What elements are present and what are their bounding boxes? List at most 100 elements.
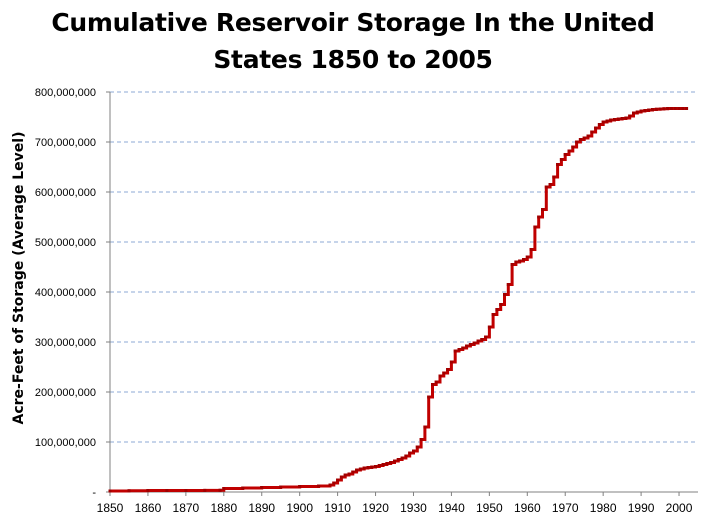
data-point <box>400 456 404 460</box>
data-point <box>605 119 609 123</box>
data-point <box>658 107 662 111</box>
data-point <box>127 489 131 493</box>
data-point <box>377 464 381 467</box>
data-point <box>620 117 624 120</box>
data-point <box>218 488 222 492</box>
x-tick-label: 1990 <box>628 501 655 515</box>
data-point <box>328 483 332 487</box>
data-point <box>427 395 431 399</box>
data-point <box>510 263 514 266</box>
chart-title-line-2: States 1850 to 2005 <box>213 45 493 74</box>
data-point <box>461 346 465 350</box>
x-tick-label: 1940 <box>438 501 465 515</box>
data-point <box>639 109 643 113</box>
data-point <box>597 123 601 126</box>
data-point <box>415 445 419 449</box>
data-point <box>374 465 377 468</box>
x-tick-label: 1880 <box>210 501 237 515</box>
x-tick-label: 1980 <box>590 501 617 515</box>
data-point <box>184 489 188 492</box>
x-tick-label: 1920 <box>362 501 389 515</box>
data-point <box>446 368 450 371</box>
data-point <box>381 463 385 466</box>
data-point <box>586 134 590 138</box>
data-point <box>370 465 374 469</box>
y-tick-label: 400,000,000 <box>35 287 96 299</box>
data-point <box>449 360 453 364</box>
data-point <box>662 107 666 111</box>
chart-title-line-1: Cumulative Reservoir Storage In the Unit… <box>51 8 655 37</box>
y-tick-label: 800,000,000 <box>35 87 96 99</box>
data-point <box>165 489 169 492</box>
data-point <box>389 461 393 464</box>
data-point <box>541 208 544 211</box>
data-point <box>438 374 442 378</box>
data-point <box>669 107 673 110</box>
x-tick-label: 1850 <box>97 501 124 515</box>
data-point <box>632 111 635 115</box>
data-point <box>628 114 632 118</box>
data-point <box>514 260 518 264</box>
data-point <box>567 149 571 153</box>
y-tick-label: 200,000,000 <box>35 387 96 399</box>
data-point <box>339 475 343 479</box>
data-point <box>408 451 412 455</box>
x-tick-label: 1890 <box>248 501 275 515</box>
data-point <box>396 458 400 461</box>
data-point <box>552 175 556 179</box>
data-point <box>681 107 685 110</box>
y-tick-label: 100,000,000 <box>35 437 96 449</box>
data-point <box>362 466 366 470</box>
data-point <box>317 484 321 488</box>
x-tick-label: 1960 <box>514 501 541 515</box>
data-point <box>677 107 681 110</box>
x-tick-label: 1950 <box>476 501 503 515</box>
data-point <box>241 486 245 490</box>
x-tick-label: 2000 <box>666 501 693 515</box>
data-point <box>260 486 264 489</box>
data-point <box>412 449 415 453</box>
data-point <box>457 348 461 351</box>
data-point <box>525 255 529 259</box>
data-point <box>624 116 628 120</box>
data-point <box>578 138 582 141</box>
data-point <box>544 185 548 189</box>
data-point <box>666 107 670 110</box>
data-point <box>487 325 491 329</box>
data-point <box>495 308 499 311</box>
y-tick-label: 700,000,000 <box>35 137 96 149</box>
data-point <box>654 107 658 111</box>
data-point <box>616 117 620 121</box>
data-point <box>480 338 484 341</box>
y-tick-label: 300,000,000 <box>35 337 96 349</box>
y-tick-label: 500,000,000 <box>35 237 96 249</box>
data-point <box>635 110 639 114</box>
data-point <box>279 485 283 489</box>
data-point <box>651 108 654 111</box>
data-point <box>385 462 389 465</box>
data-point <box>582 136 586 140</box>
data-point <box>537 215 541 219</box>
data-point <box>332 481 336 485</box>
data-point <box>393 459 396 463</box>
data-point <box>533 225 537 229</box>
data-point <box>476 339 480 343</box>
data-point <box>556 163 560 166</box>
data-point <box>336 478 340 482</box>
data-point <box>343 473 347 477</box>
data-point <box>431 383 434 386</box>
series-line <box>110 107 687 493</box>
data-point <box>685 107 689 110</box>
data-point <box>203 488 207 492</box>
x-tick-label: 1910 <box>324 501 351 515</box>
data-point <box>575 140 579 144</box>
data-point <box>571 145 575 149</box>
x-tick-label: 1930 <box>400 501 427 515</box>
data-point <box>298 485 302 488</box>
data-point <box>503 293 506 296</box>
data-point <box>601 120 605 124</box>
data-point <box>442 371 446 375</box>
data-point <box>465 344 469 348</box>
